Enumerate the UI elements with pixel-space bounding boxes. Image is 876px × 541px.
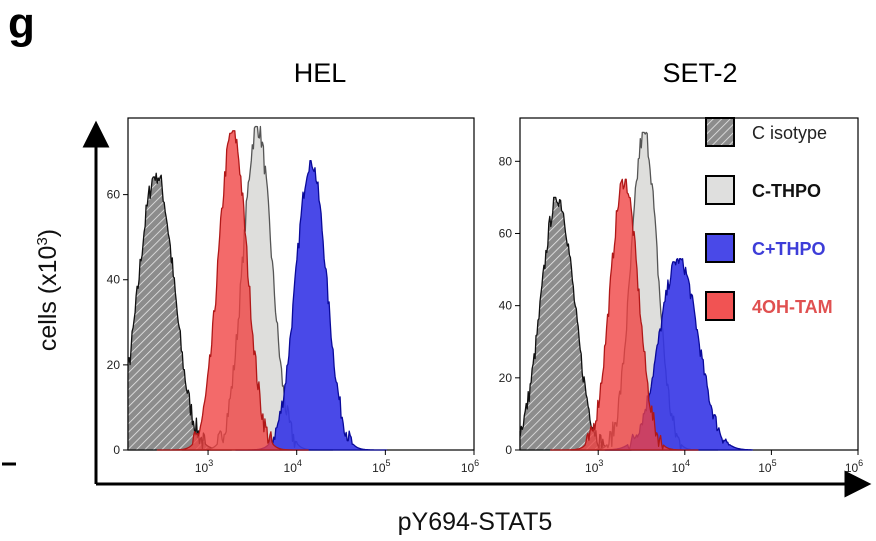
legend-label-c-plus-thpo: C+THPO [752, 239, 826, 259]
x-tick-label: 105 [758, 458, 776, 475]
legend-label-isotype: C isotype [752, 123, 827, 143]
x-tick-exp: 4 [297, 458, 302, 468]
y-axis-label-end: ) [34, 229, 62, 237]
legend-swatch-c-plus-thpo [705, 233, 735, 263]
panel-title-set2: SET-2 [662, 58, 737, 88]
y-axis-label-main: cells (x10 [34, 246, 62, 352]
y-tick-label: 60 [499, 226, 513, 240]
x-tick-exp: 4 [685, 458, 690, 468]
x-tick-exp: 6 [474, 458, 479, 468]
x-tick-label: 104 [672, 458, 690, 475]
histogram-tam [156, 130, 309, 451]
y-tick-label: 40 [107, 273, 121, 287]
x-tick-base: 10 [284, 461, 298, 475]
x-tick-label: 103 [585, 458, 603, 475]
legend: C isotype C-THPO C+THPO 4OH-TAM [705, 117, 833, 321]
histogram-tam [550, 178, 699, 451]
x-tick-base: 10 [672, 461, 686, 475]
x-tick-label: 106 [845, 458, 863, 475]
panel-letter: g [8, 0, 35, 48]
y-tick-label: 0 [505, 443, 512, 457]
x-tick-exp: 5 [386, 458, 391, 468]
legend-label-c-minus-thpo: C-THPO [752, 181, 821, 201]
x-tick-label: 106 [461, 458, 479, 475]
x-tick-base: 10 [372, 461, 386, 475]
x-tick-exp: 3 [208, 458, 213, 468]
legend-label-tam: 4OH-TAM [752, 297, 833, 317]
legend-swatch-isotype [705, 117, 735, 147]
x-tick-exp: 6 [858, 458, 863, 468]
x-tick-base: 10 [758, 461, 772, 475]
y-axis-label-sup: 3 [34, 237, 51, 245]
x-tick-label: 104 [284, 458, 302, 475]
y-tick-label: 60 [107, 188, 121, 202]
y-tick-label: 20 [107, 358, 121, 372]
legend-swatch-tam [705, 291, 735, 321]
x-tick-exp: 5 [772, 458, 777, 468]
y-tick-label: 40 [499, 299, 513, 313]
y-tick-label: 20 [499, 371, 513, 385]
x-tick-base: 10 [585, 461, 599, 475]
x-tick-label: 103 [195, 458, 213, 475]
y-axis-label: cells (x103) [34, 229, 62, 351]
x-tick-exp: 3 [598, 458, 603, 468]
x-tick-label: 105 [372, 458, 390, 475]
y-tick-label: 0 [113, 443, 120, 457]
legend-swatch-c-minus-thpo [705, 175, 735, 205]
y-tick-label: 80 [499, 154, 513, 168]
panel-title-hel: HEL [294, 58, 347, 88]
x-axis-label: pY694-STAT5 [398, 508, 553, 536]
x-tick-base: 10 [845, 461, 859, 475]
x-tick-base: 10 [461, 461, 475, 475]
x-tick-base: 10 [195, 461, 209, 475]
